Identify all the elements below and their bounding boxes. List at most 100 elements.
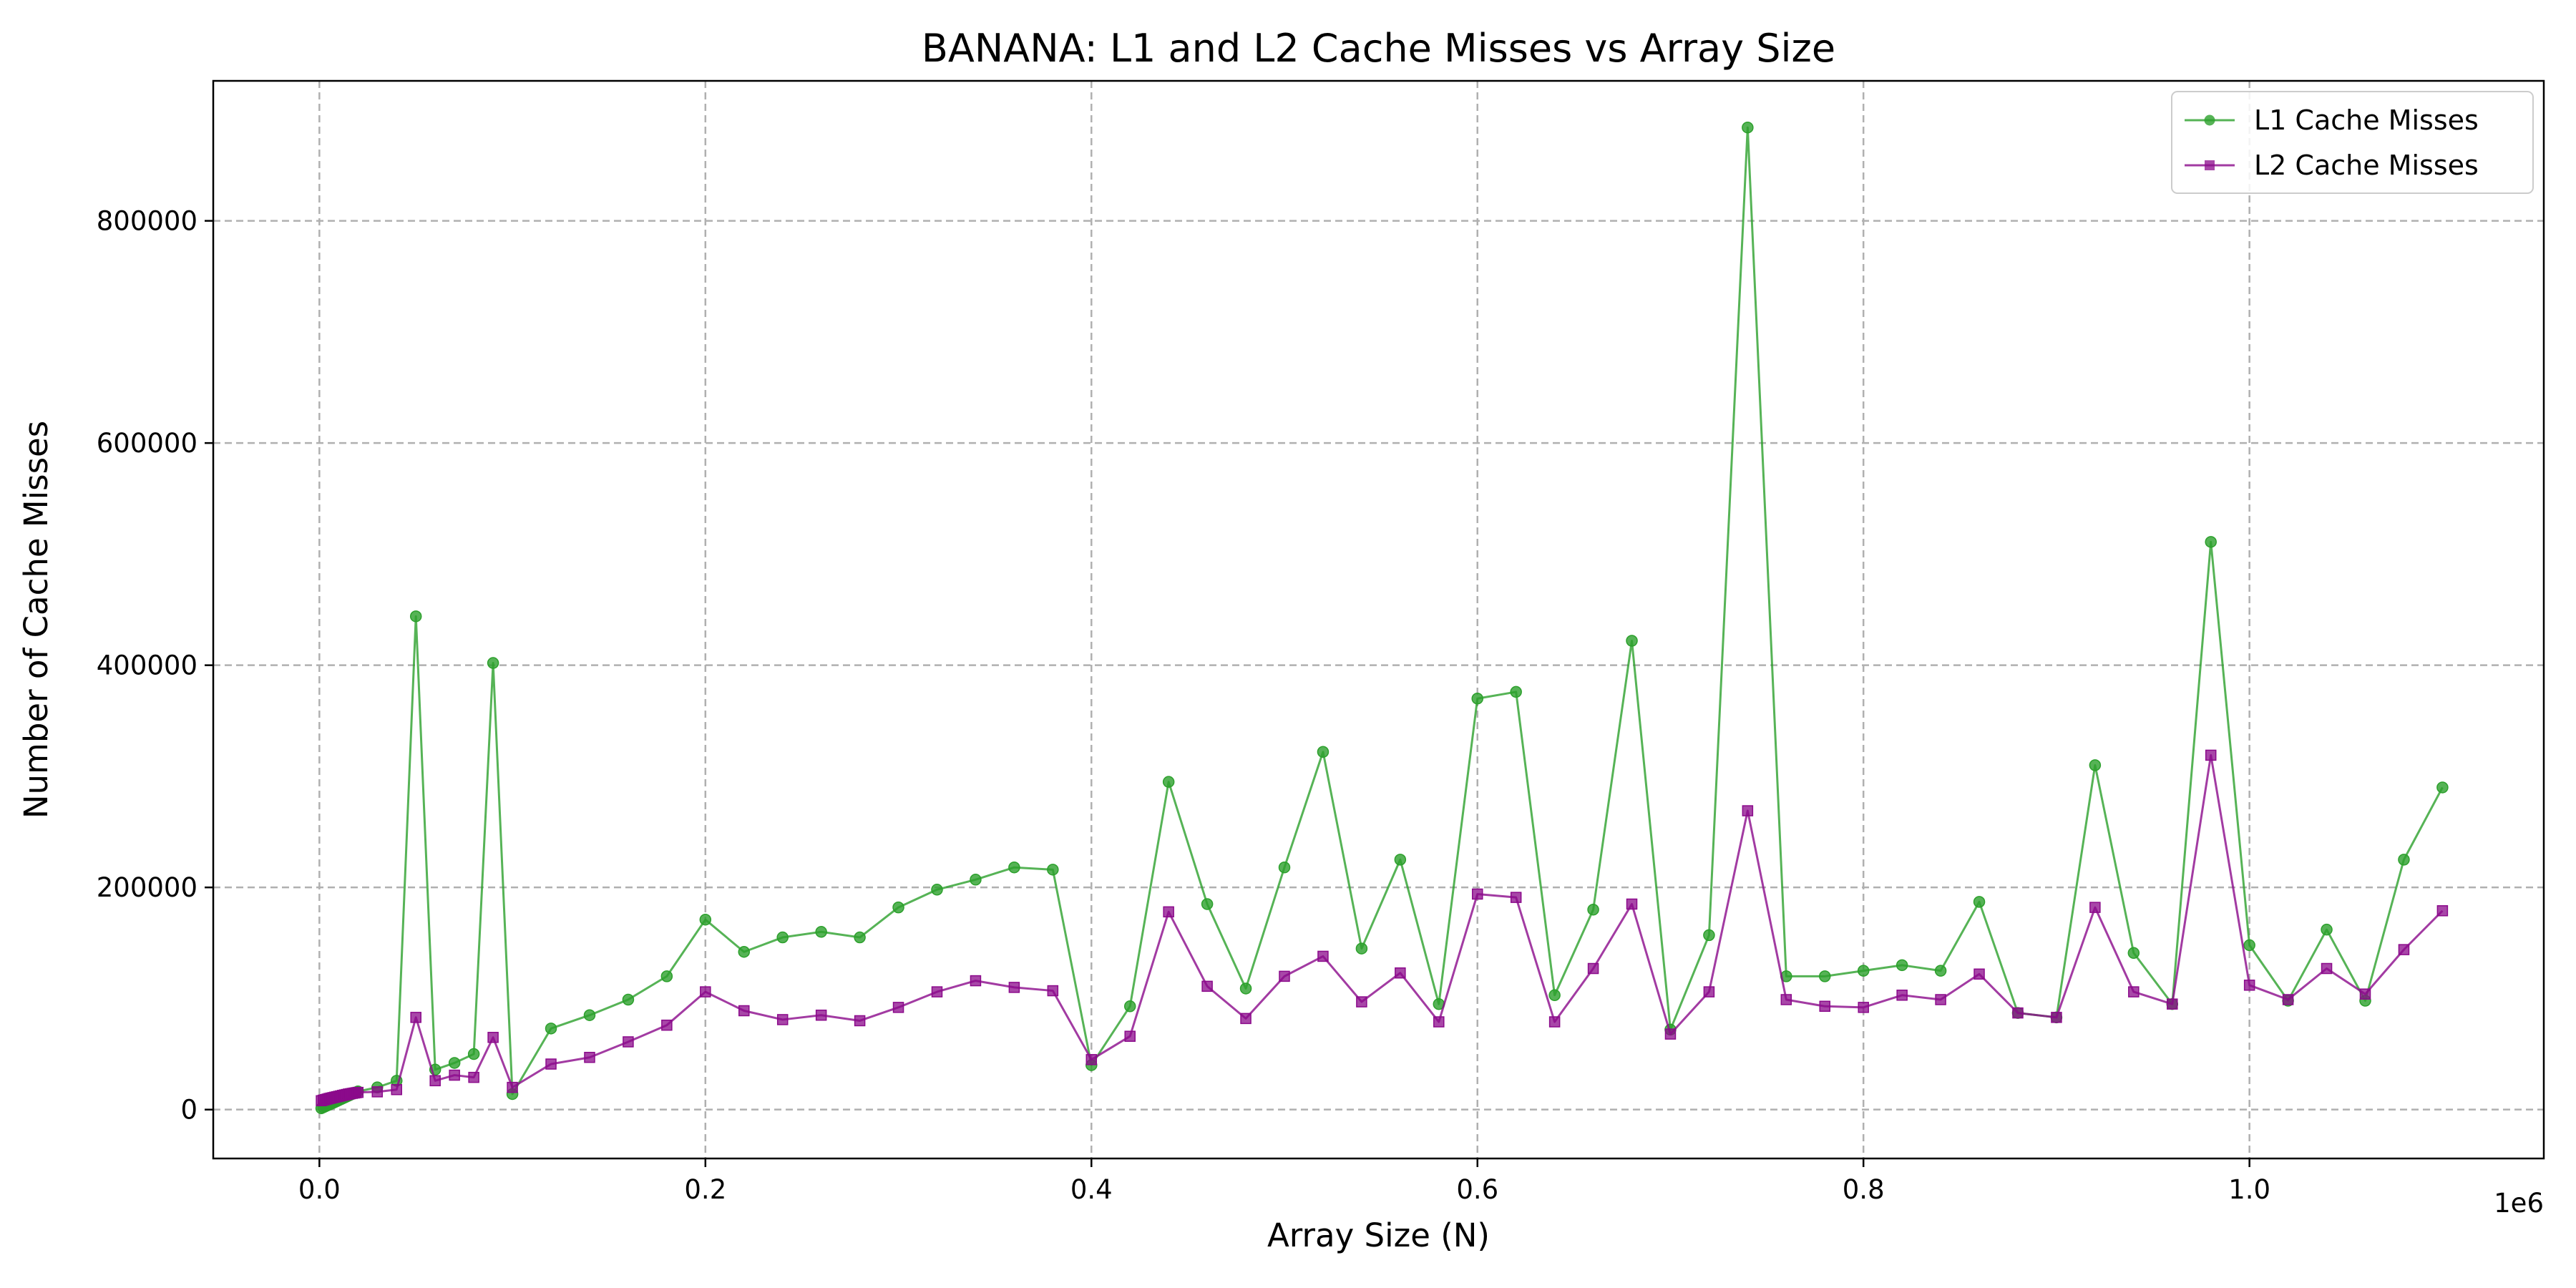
data-point <box>660 970 673 982</box>
legend-label: L2 Cache Misses <box>2254 150 2479 181</box>
data-point <box>1201 898 1214 910</box>
x-tick-label: 0.8 <box>1843 1174 1885 1205</box>
data-point <box>1085 1054 1098 1065</box>
y-axis-ticks: 0 200000 400000 600000 800000 <box>97 206 213 1126</box>
series-l2-cache-misses <box>316 749 2449 1107</box>
data-point <box>1008 982 1020 993</box>
data-point <box>2205 536 2217 548</box>
data-point <box>1279 970 1290 982</box>
data-point <box>1703 929 1715 942</box>
data-point <box>892 901 904 914</box>
legend: L1 Cache Misses L2 Cache Misses <box>2171 91 2534 194</box>
data-point <box>448 1057 461 1069</box>
x-axis-ticks: 0.0 0.2 0.4 0.6 0.8 1.0 <box>298 1158 2270 1205</box>
data-point <box>815 1009 827 1021</box>
legend-marker <box>2204 114 2215 126</box>
data-point <box>409 610 422 623</box>
data-point <box>1047 864 1059 876</box>
data-point <box>352 1086 364 1098</box>
data-point <box>1587 962 1599 975</box>
data-point <box>854 1015 866 1027</box>
data-point <box>2127 947 2140 960</box>
data-point <box>1394 854 1407 866</box>
data-point <box>776 931 789 944</box>
data-point <box>1896 959 1908 972</box>
data-point <box>1742 121 1754 134</box>
data-point <box>970 874 982 886</box>
data-point <box>1548 1016 1561 1028</box>
x-tick-label: 0.2 <box>684 1174 726 1205</box>
data-point <box>1317 746 1330 758</box>
data-point <box>1510 892 1522 903</box>
data-point <box>2359 988 2371 1000</box>
legend-item: L2 Cache Misses <box>2185 150 2479 181</box>
data-point <box>1742 805 1754 816</box>
data-point <box>1857 965 1870 977</box>
data-point <box>854 931 866 944</box>
data-point <box>2167 998 2178 1010</box>
data-point <box>931 884 943 896</box>
data-point <box>2282 994 2294 1005</box>
data-point <box>2012 1007 2024 1019</box>
y-tick-label: 600000 <box>97 428 197 459</box>
x-axis-offset-label: 1e6 <box>2494 1188 2544 1219</box>
data-point <box>371 1086 384 1098</box>
data-point <box>449 1069 460 1081</box>
data-point <box>1703 986 1715 997</box>
data-point <box>1356 996 1367 1008</box>
data-point <box>1355 942 1368 955</box>
data-point <box>2398 854 2410 866</box>
data-point <box>545 1058 557 1070</box>
data-point <box>507 1081 518 1093</box>
data-point <box>1395 967 1406 979</box>
data-point <box>1471 692 1483 705</box>
data-point <box>1471 888 1483 900</box>
data-point <box>1548 989 1561 1002</box>
data-point <box>1239 982 1252 995</box>
y-axis-title: Number of Cache Misses <box>17 421 55 819</box>
data-point <box>584 1051 595 1063</box>
data-point <box>410 1012 421 1023</box>
data-point <box>776 1014 789 1025</box>
data-point <box>1858 1002 1869 1013</box>
data-point <box>892 1002 904 1013</box>
series-layer <box>315 121 2449 1115</box>
chart-title: BANANA: L1 and L2 Cache Misses vs Array … <box>922 26 1835 71</box>
series-line <box>321 753 2444 1102</box>
data-point <box>2089 902 2101 913</box>
plot-frame <box>212 79 2545 1160</box>
data-point <box>2436 905 2449 917</box>
y-tick-label: 0 <box>180 1095 197 1126</box>
data-point <box>545 1023 557 1035</box>
data-point <box>1780 994 1792 1005</box>
y-tick-label: 400000 <box>97 650 197 681</box>
data-point <box>1934 965 1947 977</box>
data-point <box>700 986 711 997</box>
x-tick-label: 0.4 <box>1070 1174 1113 1205</box>
data-point <box>2128 986 2140 997</box>
x-tick-label: 0.6 <box>1456 1174 1498 1205</box>
x-axis-title: Array Size (N) <box>1267 1216 1490 1254</box>
legend-marker <box>2205 160 2215 170</box>
data-point <box>622 993 635 1006</box>
data-point <box>391 1083 402 1096</box>
legend-item: L1 Cache Misses <box>2185 104 2479 136</box>
data-point <box>467 1048 480 1060</box>
data-point <box>2321 962 2333 975</box>
data-point <box>583 1009 596 1021</box>
data-point <box>1626 898 1638 910</box>
data-point <box>1201 980 1213 992</box>
data-point <box>699 913 712 926</box>
data-point <box>1433 1016 1445 1028</box>
data-point <box>1278 861 1291 874</box>
data-point <box>1819 1000 1831 1013</box>
x-tick-label: 0.0 <box>298 1174 341 1205</box>
data-point <box>1974 968 1985 980</box>
data-point <box>1240 1013 1252 1025</box>
data-point <box>1317 950 1329 962</box>
data-point <box>2243 980 2255 991</box>
data-point <box>738 1005 750 1017</box>
legend-label: L1 Cache Misses <box>2254 104 2479 136</box>
